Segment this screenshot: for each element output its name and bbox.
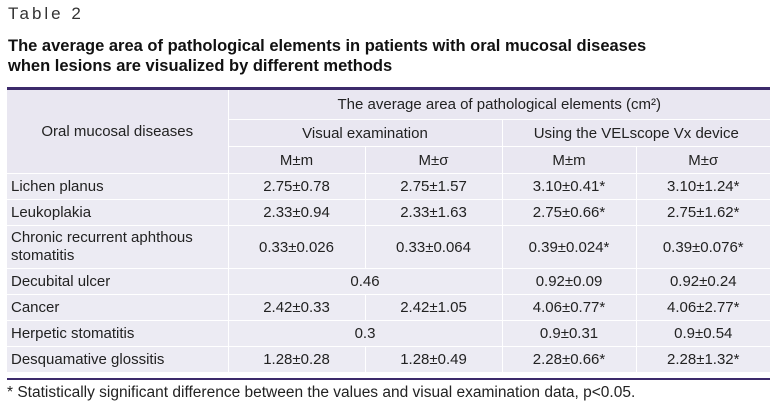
disease-line-2: stomatitis [11,247,75,264]
table-row: Desquamative glossitis 1.28±0.28 1.28±0.… [7,346,770,373]
data-table: Oral mucosal diseases The average area o… [7,87,770,373]
stat-header-visual-m-sigma: M±σ [364,146,502,174]
value-cell: 0.33±0.064 [364,225,502,269]
table-title: The average area of pathological element… [8,36,768,76]
table-row: Cancer 2.42±0.33 2.42±1.05 4.06±0.77* 4.… [7,294,770,321]
value-cell: 2.75±0.78 [227,173,365,200]
disease-cell: Herpetic stomatitis [7,320,228,347]
value-cell: 3.10±0.41* [501,173,636,200]
value-cell: 0.92±0.09 [501,268,636,295]
value-cell: 2.75±0.66* [501,199,636,226]
table-label: Table 2 [8,4,84,23]
value-cell: 1.28±0.49 [364,346,502,373]
value-cell: 0.33±0.026 [227,225,365,269]
title-line-1: The average area of pathological element… [8,37,647,55]
value-cell: 2.42±0.33 [227,294,365,321]
value-cell: 2.33±1.63 [364,199,502,226]
value-cell: 2.75±1.57 [364,173,502,200]
value-cell: 2.28±0.66* [501,346,636,373]
group-header-cell: The average area of pathological element… [227,87,770,120]
header-row-1: Oral mucosal diseases The average area o… [7,87,770,174]
disease-cell: Lichen planus [7,173,228,200]
disease-cell: Chronic recurrent aphthous stomatitis [7,225,228,269]
table-row: Lichen planus 2.75±0.78 2.75±1.57 3.10±0… [7,173,770,200]
disease-cell: Decubital ulcer [7,268,228,295]
value-cell: 2.33±0.94 [227,199,365,226]
header-row-2: Visual examination Using the VELscope Vx… [7,119,770,147]
value-cell: 3.10±1.24* [635,173,770,200]
table-row: Herpetic stomatitis 0.3 0.9±0.31 0.9±0.5… [7,320,770,347]
value-cell: 0.9±0.54 [635,320,770,347]
merged-value-cell: 0.3 [227,320,502,347]
table-row: Leukoplakia 2.33±0.94 2.33±1.63 2.75±0.6… [7,199,770,226]
value-cell: 0.92±0.24 [635,268,770,295]
value-cell: 4.06±2.77* [635,294,770,321]
header-row-3: M±m M±σ M±m M±σ [7,146,770,174]
disease-cell: Leukoplakia [7,199,228,226]
method-velscope-header: Using the VELscope Vx device [501,119,770,147]
value-cell: 2.75±1.62* [635,199,770,226]
title-line-2: when lesions are visualized by different… [8,57,393,75]
value-cell: 0.39±0.076* [635,225,770,269]
merged-value-cell: 0.46 [227,268,502,295]
row-header-cell: Oral mucosal diseases [7,87,228,174]
footnote: * Statistically significant difference b… [7,384,636,401]
value-cell: 2.28±1.32* [635,346,770,373]
disease-line-1: Chronic recurrent aphthous [11,229,193,246]
disease-cell: Cancer [7,294,228,321]
stat-header-visual-m-m: M±m [227,146,365,174]
value-cell: 4.06±0.77* [501,294,636,321]
value-cell: 0.9±0.31 [501,320,636,347]
disease-cell: Desquamative glossitis [7,346,228,373]
stat-header-velscope-m-sigma: M±σ [635,146,770,174]
method-visual-header: Visual examination [227,119,502,147]
value-cell: 1.28±0.28 [227,346,365,373]
table-row: Chronic recurrent aphthous stomatitis 0.… [7,225,770,269]
table-row: Decubital ulcer 0.46 0.92±0.09 0.92±0.24 [7,268,770,295]
value-cell: 0.39±0.024* [501,225,636,269]
table-bottom-rule [7,378,770,380]
stat-header-velscope-m-m: M±m [501,146,636,174]
value-cell: 2.42±1.05 [364,294,502,321]
